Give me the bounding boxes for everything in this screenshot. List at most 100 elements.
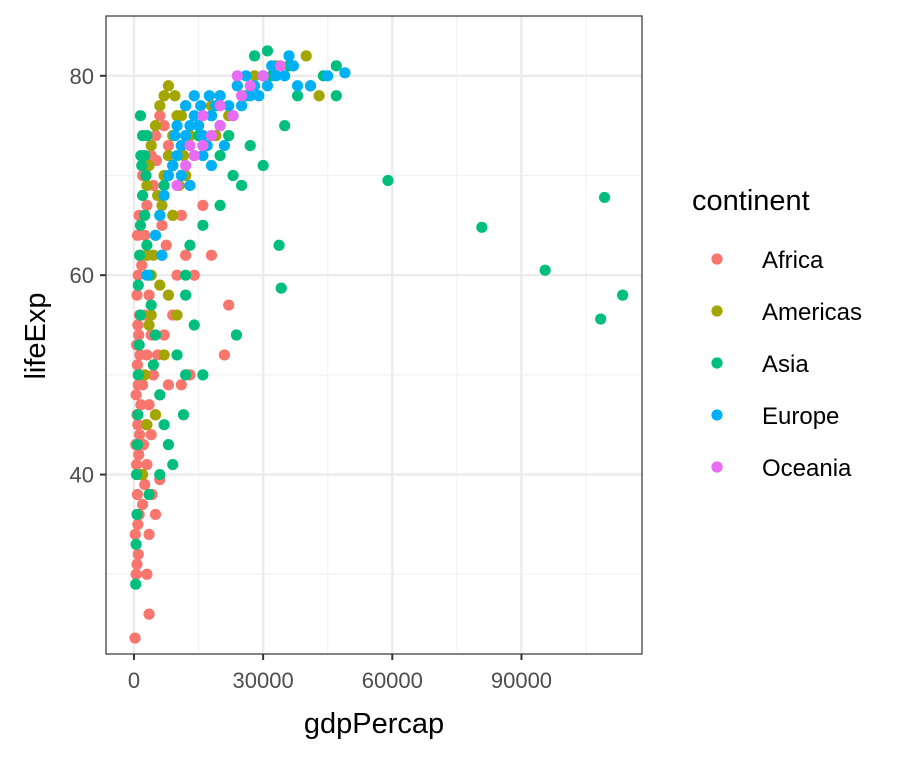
data-point xyxy=(131,359,144,371)
data-point xyxy=(171,179,183,192)
data-point xyxy=(130,538,142,550)
data-point xyxy=(197,130,209,142)
data-point xyxy=(236,100,248,112)
data-point xyxy=(257,159,269,172)
data-point xyxy=(139,229,151,241)
data-point xyxy=(143,528,155,540)
legend: continent Africa Americas Asia Europe Oceani… xyxy=(692,185,862,482)
data-point xyxy=(227,110,239,122)
data-point xyxy=(143,608,155,620)
data-point xyxy=(218,349,230,361)
data-point xyxy=(139,478,151,491)
data-point xyxy=(154,279,166,291)
data-point xyxy=(339,67,351,79)
data-point xyxy=(136,189,149,202)
data-point xyxy=(171,120,183,132)
data-point xyxy=(160,239,172,251)
legend-key-americas xyxy=(711,305,723,317)
data-point xyxy=(162,379,175,391)
series-oceania xyxy=(171,60,286,192)
data-point xyxy=(167,209,179,221)
data-point xyxy=(162,289,175,301)
data-point xyxy=(158,189,170,202)
data-point xyxy=(175,209,187,221)
data-point xyxy=(143,319,155,331)
plot-panel xyxy=(106,16,642,654)
data-point xyxy=(197,110,209,122)
data-point xyxy=(273,239,285,251)
data-point xyxy=(330,60,342,72)
data-point xyxy=(141,349,153,361)
data-point xyxy=(248,70,261,82)
data-point xyxy=(274,60,286,72)
data-point xyxy=(149,120,162,132)
data-point xyxy=(192,120,205,132)
data-point xyxy=(167,159,179,172)
data-point xyxy=(135,399,147,411)
data-point xyxy=(136,130,149,142)
x-tick-label: 90000 xyxy=(491,668,552,693)
data-point xyxy=(227,169,239,182)
y-tick-label: 80 xyxy=(70,64,94,89)
data-point xyxy=(275,282,287,294)
panel-background xyxy=(106,16,642,654)
data-point xyxy=(279,70,291,82)
data-point xyxy=(188,110,200,122)
data-point xyxy=(283,50,295,62)
data-point xyxy=(140,169,152,182)
data-point xyxy=(131,439,144,451)
data-point xyxy=(156,219,168,231)
data-point xyxy=(595,313,607,325)
data-point xyxy=(291,90,304,102)
data-point xyxy=(231,80,243,92)
data-point xyxy=(169,90,181,102)
data-point xyxy=(169,130,181,142)
data-point xyxy=(184,239,196,251)
data-point xyxy=(145,139,157,152)
data-point xyxy=(130,578,142,590)
data-point xyxy=(184,139,196,152)
data-point xyxy=(149,130,162,142)
data-point xyxy=(248,50,261,62)
data-point xyxy=(223,100,235,112)
data-point xyxy=(598,191,611,204)
data-point xyxy=(188,90,200,102)
series-europe xyxy=(141,50,351,281)
x-tick-label: 0 xyxy=(128,668,140,693)
data-point xyxy=(223,299,235,311)
data-point xyxy=(188,149,200,162)
data-point xyxy=(188,319,200,331)
data-point xyxy=(279,120,291,132)
data-point xyxy=(141,179,153,192)
data-point xyxy=(171,309,183,321)
data-point xyxy=(141,269,153,281)
data-point xyxy=(171,269,183,281)
x-tick-label: 30000 xyxy=(233,668,294,693)
data-point xyxy=(154,110,166,122)
data-point xyxy=(539,264,551,276)
data-point xyxy=(291,80,304,92)
data-point xyxy=(141,568,153,580)
data-point xyxy=(205,249,218,261)
data-point xyxy=(130,468,143,481)
data-point xyxy=(134,219,147,231)
data-point xyxy=(205,130,218,142)
data-point xyxy=(129,632,141,644)
data-point xyxy=(132,548,144,560)
data-point xyxy=(266,60,278,72)
data-point xyxy=(476,221,488,233)
data-point xyxy=(143,289,155,301)
data-points xyxy=(129,45,629,644)
data-point xyxy=(180,269,192,281)
data-point xyxy=(156,199,168,212)
data-point xyxy=(236,179,248,192)
data-point xyxy=(175,110,187,122)
data-point xyxy=(158,349,170,361)
data-point xyxy=(130,458,143,471)
data-point xyxy=(133,339,145,351)
data-point xyxy=(180,130,192,142)
data-point xyxy=(180,100,192,112)
data-point xyxy=(197,199,209,212)
data-point xyxy=(287,60,299,72)
data-point xyxy=(180,369,192,381)
